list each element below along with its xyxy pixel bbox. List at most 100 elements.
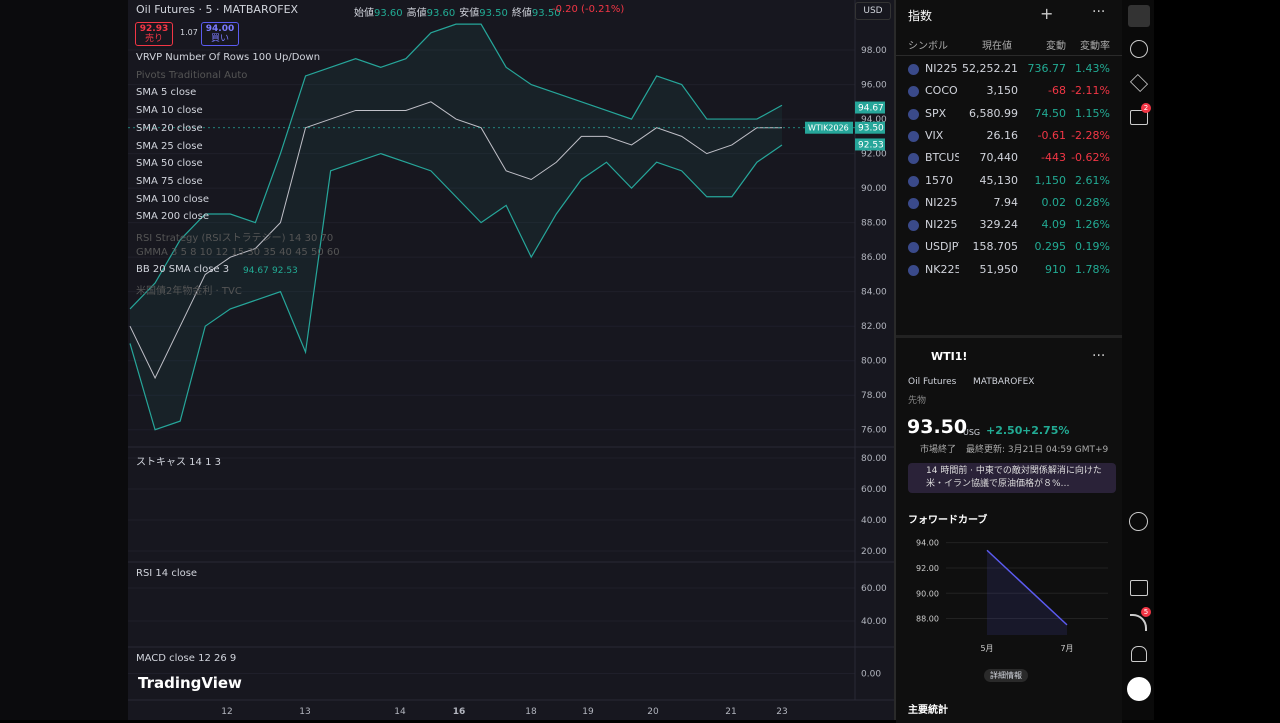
chart-overlay: Oil Futures · 5 · MATBAROFEX 始値93.60 高値93…: [128, 0, 894, 720]
watchlist-row[interactable]: NI225 7.94 0.02 0.28%: [896, 192, 1122, 214]
indicator-label[interactable]: RSI Strategy (RSIストラテジー) 14 30 70: [136, 233, 334, 244]
watchlist: 指数 + ··· シンボル 現在値 変動 変動率 NI225 52,252.21 736.…: [896, 0, 1122, 335]
change-pct: 0.28%: [1075, 195, 1110, 209]
watchlist-row[interactable]: SPX 6,580.99 74.50 1.15%: [896, 103, 1122, 125]
chat-icon[interactable]: [1130, 110, 1148, 125]
y-tick-label: 40.00: [861, 516, 887, 526]
sell-button[interactable]: 92.93 売り: [135, 22, 173, 46]
ohlc-label: 始値: [354, 8, 374, 19]
more-button[interactable]: 詳細情報: [984, 669, 1028, 682]
x-tick-label: 19: [582, 707, 594, 717]
detail-symbol[interactable]: WTI1!: [931, 350, 968, 363]
last-price: 51,950: [979, 262, 1019, 276]
buy-button[interactable]: 94.00 買い: [201, 22, 239, 46]
indicator-label[interactable]: SMA 75 close: [136, 175, 203, 187]
indicator-label[interactable]: SMA 5 close: [136, 87, 197, 99]
layers-icon[interactable]: [1129, 73, 1149, 93]
pane-title: ストキャス 14 1 3: [136, 457, 221, 468]
pane-title: RSI 14 close: [136, 568, 198, 579]
curve-area: [987, 550, 1067, 635]
symbol: VIX: [925, 128, 944, 142]
y-tick-label: 0.00: [861, 670, 881, 680]
symbol-title[interactable]: Oil Futures · 5 · MATBAROFEX: [136, 3, 299, 16]
detail-name[interactable]: Oil Futures: [908, 377, 957, 387]
indicator-label[interactable]: SMA 200 close: [136, 211, 210, 223]
indicator-label[interactable]: GMMA 3 5 8 10 12 15 30 35 40 45 50 60: [136, 246, 340, 258]
symbol: 1570: [925, 173, 953, 187]
symbol: BTCUSD: [925, 151, 959, 165]
change-pct: -0.62%: [1071, 151, 1110, 165]
indicator-label[interactable]: SMA 100 close: [136, 193, 210, 205]
detail-change: +2.50: [986, 424, 1023, 437]
apps-icon[interactable]: [1127, 677, 1151, 701]
watchlist-row[interactable]: BTCUSD 70,440 -443 -0.62%: [896, 147, 1122, 169]
ohlc-label: 高値: [406, 8, 427, 19]
logo: TradingView: [138, 674, 242, 692]
sell-label: 売り: [144, 34, 163, 44]
calendar-icon[interactable]: [1130, 580, 1148, 596]
more-icon[interactable]: ···: [1092, 348, 1106, 364]
y-tick-label: 78.00: [861, 391, 887, 401]
watchlist-row[interactable]: 1570 45,130 1,150 2.61%: [896, 170, 1122, 192]
alerts-icon[interactable]: [1130, 40, 1148, 58]
currency[interactable]: USD: [855, 2, 891, 20]
watchlist-row[interactable]: NI225 329.24 4.09 1.26%: [896, 214, 1122, 236]
market-status: 市場終了: [920, 445, 957, 455]
indicator-label[interactable]: SMA 20 close: [136, 122, 203, 134]
column-header: シンボル: [908, 41, 948, 52]
watchlist-icon[interactable]: [1128, 5, 1150, 27]
symbol: USDJPY: [925, 240, 959, 254]
indicator-label[interactable]: SMA 10 close: [136, 105, 203, 117]
chart-area: 76.00 78.00 80.00 82.00 84.00 86.00 88.00 90.00…: [128, 0, 894, 720]
ohlc-value: 93.50: [531, 8, 561, 19]
indicator-label[interactable]: BB 20 SMA close 3: [136, 264, 230, 276]
change: -68: [1048, 84, 1066, 98]
x-tick-label: 23: [776, 707, 787, 717]
detail-kind: 先物: [908, 396, 927, 406]
indicator-label[interactable]: SMA 50 close: [136, 158, 203, 170]
contract-tag-label: WTIK2026: [808, 124, 849, 133]
symbol-icon: [908, 86, 919, 98]
indicator-label[interactable]: Pivots Traditional Auto: [136, 69, 248, 81]
change-pct: -2.11%: [1071, 84, 1110, 98]
ohlc-label: 終値: [511, 8, 532, 19]
watchlist-row[interactable]: USDJPY 158.705 0.295 0.19%: [896, 236, 1122, 258]
spread: 1.07: [180, 28, 198, 37]
price-tag-label: 94.67: [858, 104, 884, 114]
watchlist-row[interactable]: NI225 52,252.21 736.77 1.43%: [896, 58, 1122, 80]
x-tick-label: 18: [525, 707, 537, 717]
symbol-icon: [908, 220, 919, 232]
y-tick-label: 80.00: [861, 454, 887, 464]
column-header: 現在値: [982, 41, 1012, 52]
detail-change-pct: +2.75%: [1022, 424, 1070, 437]
detail-panel: WTI1! ··· Oil Futures MATBAROFEX 先物 93.5…: [896, 335, 1122, 723]
stats-title: 主要統計: [908, 705, 948, 716]
feed-icon[interactable]: [1130, 614, 1147, 631]
add-icon[interactable]: +: [1040, 4, 1054, 23]
y-tick-label: 88.00: [916, 615, 939, 624]
bell-icon[interactable]: [1131, 646, 1147, 662]
target-icon[interactable]: [1129, 512, 1148, 531]
change-pct: 1.43%: [1075, 62, 1110, 75]
more-icon[interactable]: ···: [1092, 4, 1106, 20]
change-pct: -2.28%: [1071, 128, 1110, 142]
watchlist-title[interactable]: 指数: [908, 9, 933, 23]
bb-value: 94.67: [243, 266, 269, 276]
watchlist-row[interactable]: NK225 51,950 910 1.78%: [896, 259, 1122, 281]
symbol: NI225: [925, 62, 958, 75]
last-price: 3,150: [986, 84, 1019, 98]
indicator-label[interactable]: 米国債2年物金利 · TVC: [136, 286, 242, 298]
buy-label: 買い: [210, 34, 229, 44]
chart-bg: [128, 0, 894, 720]
x-tick-label: 13: [299, 707, 310, 717]
indicator-label[interactable]: VRVP Number Of Rows 100 Up/Down: [136, 52, 321, 63]
change-pct: 1.15%: [1075, 106, 1110, 120]
symbol-icon: [908, 153, 919, 165]
watchlist-row[interactable]: COCO 3,150 -68 -2.11%: [896, 80, 1122, 102]
buy-price: 94.00: [205, 24, 235, 34]
indicator-label[interactable]: SMA 25 close: [136, 140, 203, 152]
last-price: 52,252.21: [962, 62, 1018, 75]
watchlist-row[interactable]: VIX 26.16 -0.61 -2.28%: [896, 125, 1122, 147]
news-banner[interactable]: 14 時間前 · 中東での敵対関係解消に向けた米・イラン協議で原油価格が８%…: [908, 463, 1116, 493]
y-tick-label: 90.00: [861, 184, 887, 194]
